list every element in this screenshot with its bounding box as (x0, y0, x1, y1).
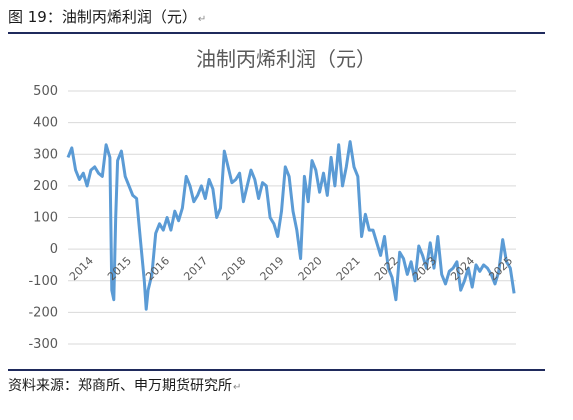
bottom-rule (8, 369, 545, 371)
y-axis-ticks: 500 400 300 200 100 0 -100 -200 -300 (28, 84, 58, 352)
source-note: 资料来源：郑商所、申万期货研究所↵ (8, 374, 241, 398)
return-mark-icon: ↵ (197, 14, 207, 25)
grid-lines (68, 90, 516, 345)
return-mark-icon: ↵ (233, 382, 242, 393)
x-tick-label: 2018 (219, 254, 248, 283)
y-tick-label: 300 (33, 147, 58, 162)
y-tick-label: 0 (50, 242, 58, 257)
x-tick-label: 2019 (258, 254, 287, 283)
y-tick-label: 400 (33, 116, 58, 131)
chart-title: 油制丙烯利润（元） (196, 47, 376, 71)
x-tick-label: 2016 (143, 254, 172, 283)
series-layer (66, 140, 516, 311)
y-tick-label: -200 (28, 305, 58, 320)
y-tick-label: 100 (33, 211, 58, 226)
x-tick-label: 2014 (67, 254, 96, 283)
series-line (66, 140, 516, 311)
y-tick-label: -100 (28, 274, 58, 289)
y-tick-label: 200 (33, 179, 58, 194)
top-rule (8, 32, 545, 34)
y-tick-label: -300 (28, 337, 58, 352)
x-tick-label: 2021 (334, 254, 363, 283)
chart: 油制丙烯利润（元） 500 400 300 200 100 0 -100 -200 -300 2… (28, 47, 516, 352)
x-tick-label: 2015 (105, 254, 134, 283)
y-tick-label: 500 (33, 84, 58, 99)
x-tick-label: 2017 (181, 254, 210, 283)
figure-caption-text: 图 19：油制丙烯利润（元） (8, 8, 197, 26)
source-text: 资料来源：郑商所、申万期货研究所 (8, 378, 232, 394)
figure-caption: 图 19：油制丙烯利润（元）↵ (8, 4, 206, 30)
